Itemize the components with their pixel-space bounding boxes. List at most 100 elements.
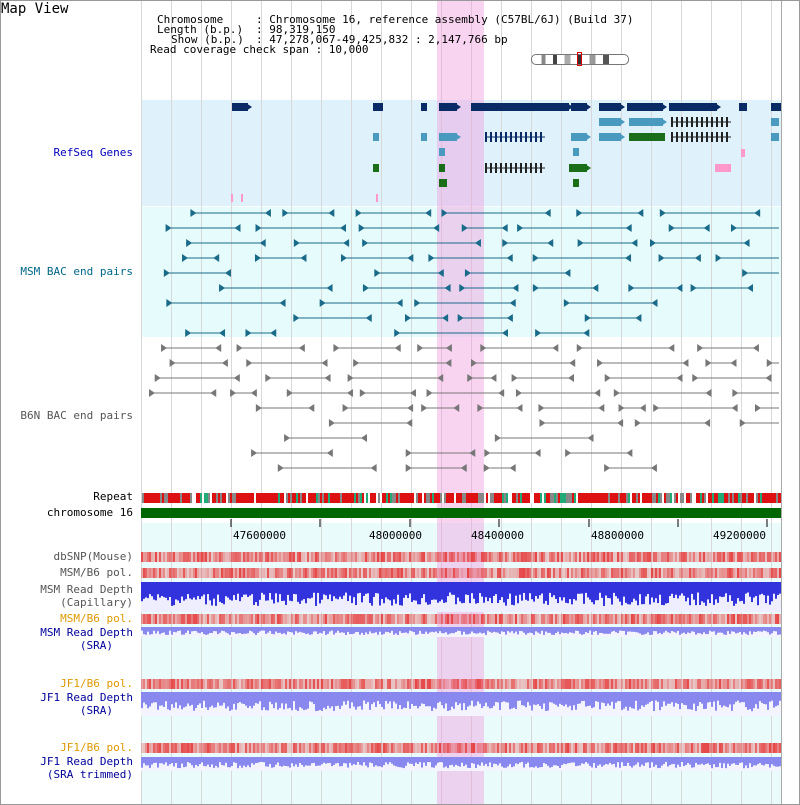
depth-bar (745, 757, 747, 766)
heat-mark (297, 568, 299, 578)
heat-mark (337, 614, 339, 624)
depth-bar (557, 582, 559, 604)
repeat-mark (676, 493, 678, 503)
depth-bar (183, 757, 185, 768)
repeat-mark (592, 493, 594, 503)
heat-mark (705, 679, 707, 689)
heat-mark (605, 614, 607, 624)
heat-mark (499, 568, 501, 578)
refseq-gene-arrow (619, 118, 625, 126)
repeat-mark (154, 493, 156, 503)
chromosome-bar (141, 508, 781, 518)
jf1-trim-label: JF1 Read Depth (40, 755, 133, 768)
heat-mark (537, 743, 539, 753)
heat-mark (155, 743, 157, 753)
heat-mark (243, 614, 245, 624)
depth-bar (339, 692, 341, 709)
depth-bar (319, 627, 321, 633)
depth-bar (607, 627, 609, 634)
depth-bar (599, 582, 601, 593)
heat-mark (759, 679, 761, 689)
heat-mark (771, 568, 773, 578)
refseq-pink (231, 194, 233, 202)
heat-mark (147, 614, 149, 624)
depth-bar (611, 627, 613, 632)
depth-bar (507, 582, 509, 599)
heat-mark (655, 679, 657, 689)
depth-bar (419, 692, 421, 707)
depth-bar (301, 627, 303, 633)
depth-bar (607, 692, 609, 704)
depth-bar (199, 627, 201, 634)
heat-mark (589, 679, 591, 689)
depth-bar (725, 757, 727, 769)
heat-mark (625, 552, 627, 562)
heat-mark (719, 568, 721, 578)
b6n-bac-end (233, 374, 240, 382)
depth-bar (633, 692, 635, 709)
heat-mark (713, 614, 715, 624)
repeat-mark (258, 493, 260, 503)
heat-mark (343, 743, 345, 753)
depth-bar (577, 582, 579, 594)
repeat-mark (488, 493, 490, 503)
depth-bar (415, 627, 417, 635)
depth-bar (217, 627, 219, 635)
heat-mark (603, 679, 605, 689)
repeat-mark (686, 493, 688, 503)
depth-bar (429, 757, 431, 763)
repeat-mark (438, 493, 440, 503)
heat-mark (233, 679, 235, 689)
heat-mark (543, 552, 545, 562)
heat-mark (775, 568, 777, 578)
heat-mark (613, 679, 615, 689)
depth-bar (165, 627, 167, 635)
heat-mark (401, 614, 403, 624)
heat-mark (577, 552, 579, 562)
depth-bar (547, 757, 549, 766)
heat-mark (471, 679, 473, 689)
repeat-mark (668, 493, 670, 503)
depth-bar (621, 692, 623, 711)
heat-mark (447, 614, 449, 624)
depth-bar (209, 757, 211, 768)
heat-mark (433, 568, 435, 578)
heat-mark (207, 743, 209, 753)
repeat-mark (350, 493, 352, 503)
depth-bar (711, 757, 713, 769)
refseq-exon (495, 132, 497, 142)
depth-bar (589, 627, 591, 631)
depth-bar (601, 692, 603, 703)
heat-mark (345, 568, 347, 578)
heat-mark (403, 679, 405, 689)
heat-mark (717, 614, 719, 624)
msm-bac-end (428, 254, 435, 262)
heat-mark (555, 568, 557, 578)
heat-mark (665, 568, 667, 578)
heat-mark (407, 552, 409, 562)
heat-mark (355, 552, 357, 562)
heat-mark (361, 614, 363, 624)
heat-mark (597, 743, 599, 753)
heat-mark (645, 568, 647, 578)
chromosome-value: : Chromosome 16, reference assembly (C57… (256, 13, 634, 26)
heat-mark (191, 614, 193, 624)
heat-mark (435, 552, 437, 562)
heat-mark (509, 743, 511, 753)
refseq-gene-arrow (619, 103, 625, 111)
depth-bar (643, 582, 645, 605)
heat-mark (681, 614, 683, 624)
heat-mark (197, 679, 199, 689)
depth-bar (361, 692, 363, 710)
depth-bar (463, 757, 465, 767)
heat-mark (601, 552, 603, 562)
repeat-mark (542, 493, 544, 503)
depth-bar (585, 692, 587, 707)
chromosome-ideogram[interactable] (531, 54, 629, 65)
heat-mark (683, 552, 685, 562)
depth-bar (659, 582, 661, 595)
depth-bar (259, 692, 261, 702)
heat-mark (223, 679, 225, 689)
heat-mark (723, 614, 725, 624)
